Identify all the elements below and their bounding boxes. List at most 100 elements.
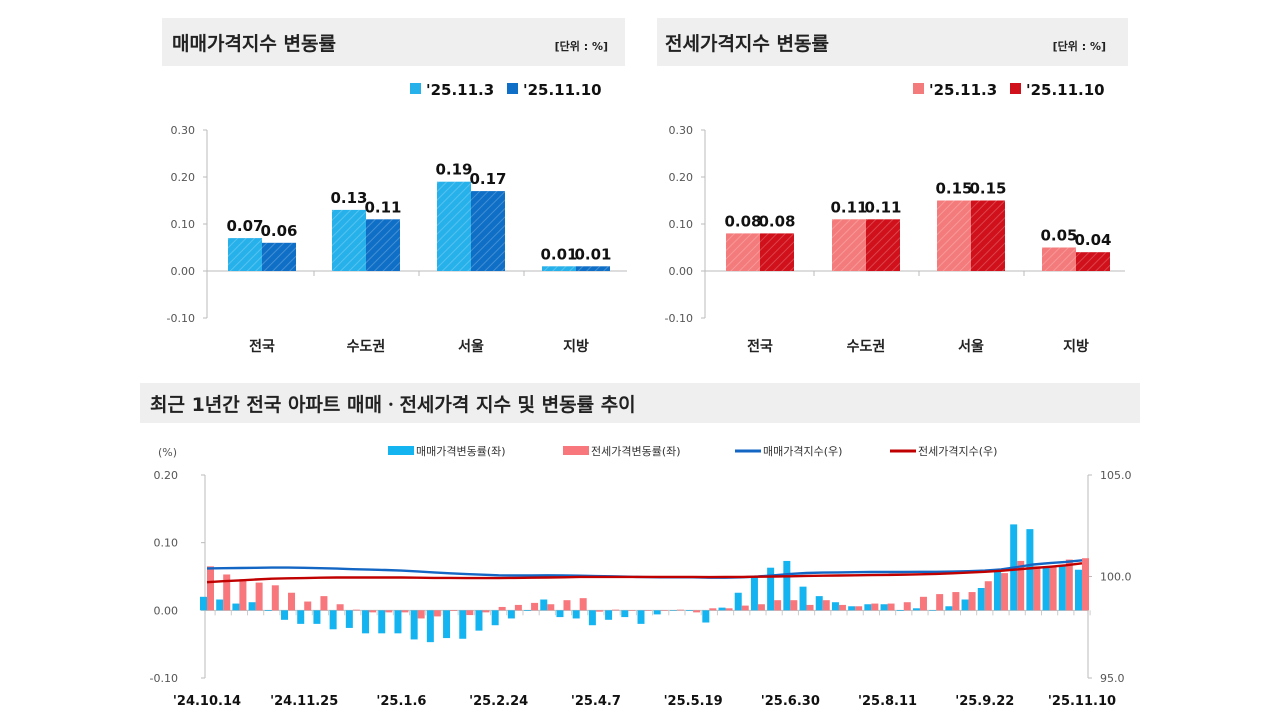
trend-legend-swatch [563,446,589,455]
trend-x-tick-label: '24.11.25 [270,694,338,709]
sale-data-label: 0.07 [226,217,263,235]
panel-header-sale [162,18,625,66]
sale-change-bar [556,610,564,618]
jeonse-change-bar [822,600,830,611]
jeonse-change-bar [433,610,441,617]
trend-right-tick-label: 105.0 [1100,469,1132,482]
jeonse-bar-hatch [866,219,900,271]
jeonse-data-label: 0.04 [1074,231,1111,249]
jeonse-change-bar [271,585,279,611]
sale-data-label: 0.19 [435,161,472,179]
sale-change-bar [864,604,872,611]
jeonse-change-bar [498,606,506,611]
jeonse-change-bar [984,581,992,611]
sale-category-label: 지방 [563,338,589,355]
sale-y-tick-label: 0.20 [171,171,196,184]
jeonse-change-bar [676,609,684,611]
sale-y-tick-label: 0.00 [171,265,196,278]
jeonse-bar-hatch [1076,252,1110,271]
sale-change-bar [977,588,985,611]
sale-bar-hatch [228,238,262,271]
jeonse-bar-hatch [832,219,866,271]
sale-change-bar [313,610,321,624]
sale-change-bar [491,610,499,626]
sale-change-bar [702,610,710,623]
sale-bar-hatch [366,219,400,271]
sale-change-bar [297,610,305,624]
jeonse-chart-title: 전세가격지수 변동률 [665,33,829,55]
sale-change-bar [540,599,548,611]
jeonse-bar-hatch [726,233,760,271]
sale-y-tick-label: -0.10 [167,312,195,325]
jeonse-change-bar [547,604,555,611]
jeonse-legend-label: '25.11.3 [929,81,997,99]
sale-change-bar [362,610,370,634]
jeonse-change-bar [1049,566,1057,611]
jeonse-category-label: 서울 [958,338,984,355]
jeonse-change-bar [207,566,214,611]
sale-data-label: 0.06 [260,222,297,240]
jeonse-legend-label: '25.11.10 [1026,81,1105,99]
sale-bar-hatch [332,209,366,271]
jeonse-y-tick-label: 0.10 [669,218,694,231]
jeonse-change-bar [255,582,263,611]
sale-change-bar [1042,566,1050,611]
jeonse-change-bar [563,600,571,611]
jeonse-change-bar [612,609,620,611]
sale-category-label: 수도권 [347,339,386,355]
jeonse-category-label: 수도권 [847,339,886,355]
jeonse-change-bar [466,610,474,616]
jeonse-change-bar [579,598,587,611]
jeonse-data-label: 0.11 [830,198,867,216]
sale-change-bar [718,607,726,611]
jeonse-change-bar [774,600,782,611]
sale-legend-swatch [507,83,518,94]
sale-y-tick-label: 0.10 [171,218,196,231]
sale-change-bar [993,571,1001,611]
sale-change-bar [345,610,353,628]
sale-change-bar [281,610,289,620]
jeonse-change-bar [887,603,895,611]
sale-change-bar [329,610,337,630]
sale-category-label: 전국 [249,338,275,355]
sale-change-bar [378,610,386,634]
jeonse-bar-hatch [1042,247,1076,271]
trend-legend-label: 매매가격지수(우) [763,445,842,458]
jeonse-change-bar [417,610,425,619]
trend-x-tick-label: '25.11.10 [1048,694,1116,709]
sale-y-tick-label: 0.30 [171,124,196,137]
trend-legend-label: 매매가격변동률(좌) [416,445,506,458]
jeonse-change-bar [741,605,749,611]
jeonse-change-bar [644,610,652,611]
trend-x-tick-label: '25.6.30 [761,694,820,709]
sale-change-bar [653,610,661,615]
sale-change-bar [1075,569,1082,611]
jeonse-change-bar [628,610,636,611]
jeonse-category-label: 전국 [747,338,773,355]
sale-change-bar [394,610,402,634]
sale-change-bar [200,596,207,611]
sale-change-bar [1026,529,1034,611]
jeonse-change-bar [952,592,960,611]
jeonse-change-bar [320,596,328,611]
sale-bar-hatch [576,266,610,271]
jeonse-y-tick-label: -0.10 [665,312,693,325]
sale-change-bar [799,586,807,611]
sale-change-bar [945,606,953,611]
sale-change-bar [572,610,580,619]
sale-change-bar [961,599,969,611]
trend-x-tick-label: '25.4.7 [571,694,621,709]
trend-left-tick-label: -0.10 [150,672,178,685]
jeonse-change-bar [1033,566,1041,611]
trend-x-tick-label: '24.10.14 [173,694,241,709]
jeonse-bar-hatch [937,200,971,271]
jeonse-change-bar [709,608,717,611]
sale-change-bar [896,610,904,612]
sale-change-bar [426,610,434,643]
sale-change-bar [524,610,532,612]
sale-change-bar [929,610,937,611]
jeonse-change-bar [1082,558,1089,611]
jeonse-category-label: 지방 [1063,338,1089,355]
jeonse-chart-unit: [단위 : %] [1053,39,1106,53]
